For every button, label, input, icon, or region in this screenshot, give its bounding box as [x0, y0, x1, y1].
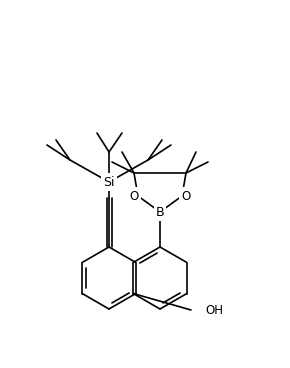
- Text: O: O: [129, 190, 139, 202]
- Text: Si: Si: [103, 176, 115, 188]
- Text: B: B: [156, 205, 164, 219]
- Text: OH: OH: [205, 304, 223, 316]
- Text: O: O: [181, 190, 191, 202]
